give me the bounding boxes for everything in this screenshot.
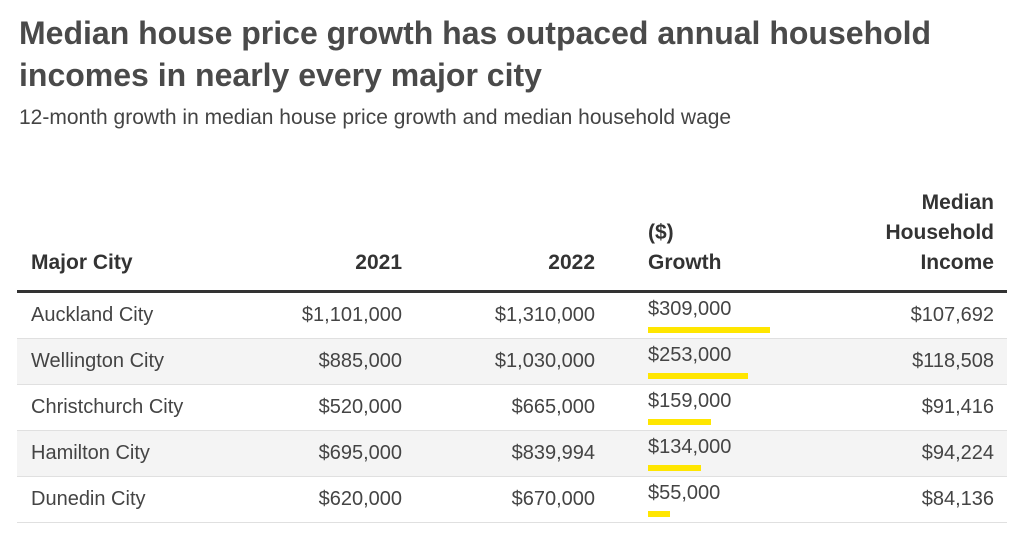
cell-2022: $1,030,000 bbox=[494, 350, 595, 372]
cell-2022: $1,310,000 bbox=[494, 304, 595, 326]
growth-value-label: $309,000 bbox=[648, 298, 732, 320]
growth-bar bbox=[648, 511, 670, 517]
table-row: Hamilton City $695,000 $839,994 $134,000 $94… bbox=[17, 431, 1007, 477]
cell-median-household-income: $84,136 bbox=[921, 488, 994, 510]
cell-growth: $253,000 bbox=[648, 339, 848, 384]
cell-2021: $520,000 bbox=[318, 396, 402, 418]
growth-value-label: $55,000 bbox=[648, 482, 721, 504]
header-income-line-1: Median bbox=[921, 191, 994, 214]
header-median-household-income: Median Household Income bbox=[886, 188, 995, 278]
header-growth-line-1: ($) bbox=[648, 221, 674, 244]
cell-city: Auckland City bbox=[31, 304, 154, 326]
table-body: Auckland City $1,101,000 $1,310,000 $309,00… bbox=[17, 293, 1007, 523]
cell-2022: $839,994 bbox=[511, 442, 595, 464]
cell-median-household-income: $91,416 bbox=[921, 396, 994, 418]
cell-2022: $665,000 bbox=[511, 396, 595, 418]
header-growth-line-2: Growth bbox=[648, 251, 722, 274]
header-income-line-2: Household bbox=[885, 221, 995, 244]
cell-2021: $885,000 bbox=[318, 350, 402, 372]
growth-bar bbox=[648, 419, 711, 425]
table-row: Dunedin City $620,000 $670,000 $55,000 $84,1… bbox=[17, 477, 1007, 523]
table-row: Auckland City $1,101,000 $1,310,000 $309,00… bbox=[17, 293, 1007, 339]
chart-subtitle: 12-month growth in median house price gr… bbox=[19, 106, 732, 129]
cell-median-household-income: $118,508 bbox=[912, 350, 994, 372]
table-row: Wellington City $885,000 $1,030,000 $253,00… bbox=[17, 339, 1007, 385]
header-2022: 2022 bbox=[548, 251, 595, 274]
cell-city: Hamilton City bbox=[31, 442, 150, 464]
table-header: Major City 2021 2022 ($) Growth Median H… bbox=[17, 185, 1007, 293]
cell-growth: $134,000 bbox=[648, 431, 848, 476]
growth-bar bbox=[648, 373, 748, 379]
header-2021: 2021 bbox=[355, 251, 402, 274]
data-table: Major City 2021 2022 ($) Growth Median H… bbox=[17, 185, 1007, 523]
growth-bar bbox=[648, 465, 701, 471]
cell-2021: $695,000 bbox=[318, 442, 402, 464]
header-income-line-3: Income bbox=[920, 251, 994, 274]
cell-2022: $670,000 bbox=[511, 488, 595, 510]
cell-city: Wellington City bbox=[31, 350, 165, 372]
cell-growth: $159,000 bbox=[648, 385, 848, 430]
chart-title: Median house price growth has outpaced a… bbox=[19, 15, 932, 93]
cell-city: Dunedin City bbox=[31, 488, 146, 510]
table-row: Christchurch City $520,000 $665,000 $159,00… bbox=[17, 385, 1007, 431]
growth-value-label: $134,000 bbox=[648, 436, 732, 458]
cell-2021: $620,000 bbox=[318, 488, 402, 510]
cell-growth: $309,000 bbox=[648, 293, 848, 338]
cell-2021: $1,101,000 bbox=[301, 304, 402, 326]
growth-bar bbox=[648, 327, 770, 333]
growth-value-label: $159,000 bbox=[648, 390, 732, 412]
header-growth: ($) Growth bbox=[648, 218, 722, 278]
cell-growth: $55,000 bbox=[648, 477, 848, 522]
cell-median-household-income: $107,692 bbox=[910, 304, 994, 326]
cell-city: Christchurch City bbox=[31, 396, 184, 418]
header-major-city: Major City bbox=[31, 251, 133, 274]
growth-value-label: $253,000 bbox=[648, 344, 732, 366]
cell-median-household-income: $94,224 bbox=[921, 442, 994, 464]
